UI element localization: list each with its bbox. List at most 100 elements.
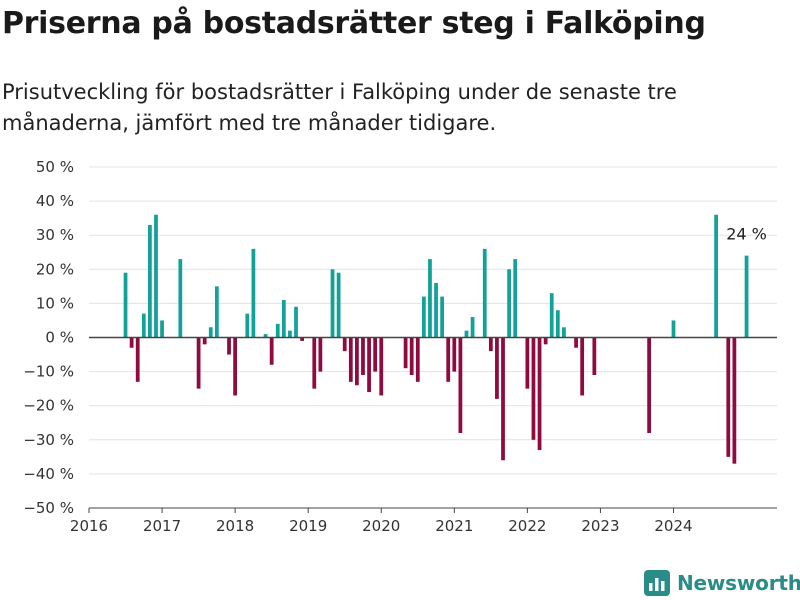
bar [318, 337, 323, 372]
bar [531, 337, 536, 440]
bar [263, 334, 268, 338]
bar [428, 259, 432, 338]
bar [294, 306, 298, 338]
bar [330, 269, 335, 338]
y-axis-ticks: 50 % 40 % 30 % 20 % 10 % 0 % −10 % −20 % −30 % −4… [23, 158, 74, 517]
bar [227, 337, 231, 355]
bar [574, 337, 578, 348]
bar [421, 296, 426, 338]
bar [647, 337, 652, 433]
bar [726, 337, 731, 457]
bar [464, 330, 469, 338]
bar [488, 337, 493, 352]
y-tick-label: 30 % [36, 226, 74, 244]
bar [361, 337, 365, 376]
bar [537, 337, 542, 451]
bar [501, 337, 505, 461]
bar [245, 313, 250, 338]
x-tick-label: 2017 [143, 517, 181, 535]
bar [288, 330, 292, 338]
bar [562, 327, 566, 338]
brand-logo: Newsworthy [644, 568, 800, 598]
axes [89, 336, 777, 509]
x-tick-label: 2022 [508, 517, 546, 535]
bar [543, 337, 548, 345]
bar [513, 259, 518, 338]
bar [549, 293, 554, 338]
bar [714, 214, 718, 338]
bar [555, 310, 560, 338]
chart-subtitle: Prisutveckling för bostadsrätter i Falkö… [2, 80, 677, 135]
x-tick-label: 2018 [216, 517, 254, 535]
bar [482, 248, 487, 338]
bar [440, 296, 445, 338]
bar [470, 317, 475, 338]
bar [379, 337, 384, 396]
bar [348, 337, 353, 382]
y-tick-label: −30 % [23, 431, 74, 449]
y-tick-label: 40 % [36, 192, 74, 210]
bar [671, 320, 676, 338]
bar [415, 337, 420, 382]
newsworthy-logo-icon [644, 570, 670, 596]
bar [446, 337, 451, 382]
bar [208, 327, 213, 338]
bar [434, 282, 438, 338]
bar [123, 272, 128, 338]
y-tick-label: −10 % [23, 363, 74, 381]
latest-value-label: 24 % [726, 225, 767, 244]
bar [409, 337, 414, 376]
y-tick-label: −50 % [23, 499, 74, 517]
bar [233, 337, 238, 396]
bars [123, 214, 749, 464]
bar [202, 337, 207, 345]
y-tick-label: 20 % [36, 260, 74, 278]
bar [129, 337, 134, 348]
y-tick-label: −40 % [23, 465, 74, 483]
bar [458, 337, 463, 433]
x-axis-ticks: 2016 2017 2018 2019 2020 2021 2022 2023 2024 [70, 508, 693, 535]
chart-title: Priserna på bostadsrätter steg i Falköpi… [2, 6, 706, 41]
bar [141, 313, 146, 338]
bar [135, 337, 140, 382]
y-tick-label: 50 % [36, 158, 74, 176]
bar [507, 269, 511, 338]
bar [196, 337, 201, 389]
bar [525, 337, 530, 389]
bar [452, 337, 457, 372]
brand-name: Newsworthy [677, 571, 800, 595]
y-tick-label: 0 % [45, 329, 74, 347]
x-tick-label: 2019 [289, 517, 327, 535]
bar [580, 337, 585, 396]
x-tick-label: 2016 [70, 517, 108, 535]
bar [275, 323, 280, 338]
bar [300, 337, 304, 341]
bar [281, 299, 286, 338]
bar [154, 214, 158, 338]
bar [178, 259, 183, 338]
bar [214, 286, 219, 338]
x-tick-label: 2020 [362, 517, 400, 535]
bar [312, 337, 317, 389]
bar [251, 248, 256, 338]
y-tick-label: 10 % [36, 294, 74, 312]
bar [403, 337, 408, 369]
bar [269, 337, 274, 365]
y-tick-label: −20 % [23, 397, 74, 415]
bar [160, 320, 164, 338]
x-tick-label: 2023 [581, 517, 619, 535]
x-tick-label: 2021 [435, 517, 473, 535]
bar [373, 337, 378, 372]
x-tick-label: 2024 [654, 517, 692, 535]
bar [148, 224, 152, 338]
bar [367, 337, 371, 393]
bar [495, 337, 499, 399]
bar [732, 337, 737, 464]
bar [355, 337, 359, 386]
bar [592, 337, 597, 376]
bar [336, 272, 341, 338]
annotations: 24 % [726, 225, 767, 244]
bar [342, 337, 347, 352]
bar [744, 255, 749, 338]
